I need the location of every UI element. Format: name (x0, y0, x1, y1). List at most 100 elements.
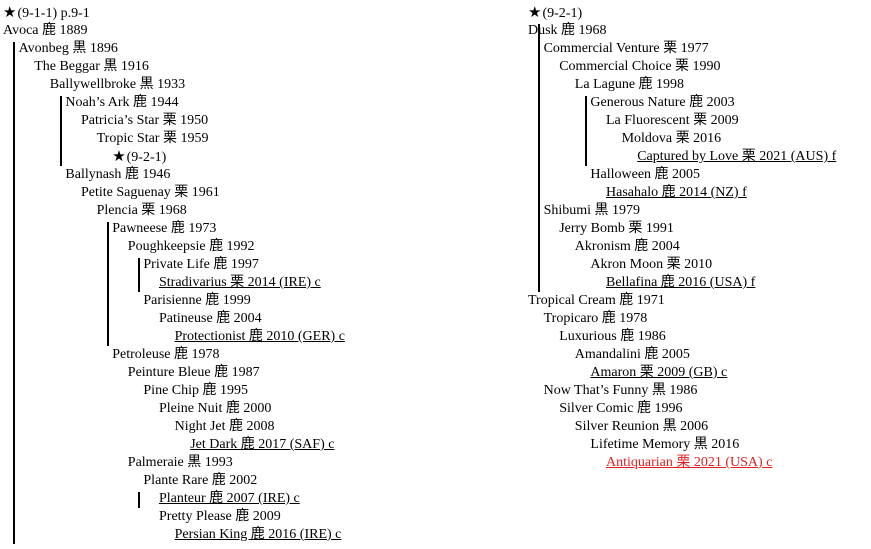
entry-text: Luxurious 鹿 1986 (559, 329, 666, 344)
pedigree-entry-ballywellbroke-1933: Ballywellbroke 黒 1933 (50, 76, 185, 94)
entry-text: Pine Chip 鹿 1995 (143, 383, 249, 398)
pedigree-entry-generous-nature-2003: Generous Nature 鹿 2003 (590, 94, 734, 112)
entry-text: Tropical Cream 鹿 1971 (528, 293, 665, 308)
entry-text: Amandalini 鹿 2005 (574, 347, 690, 362)
entry-text: Petite Saguenay 栗 1961 (81, 185, 220, 200)
entry-text: Antiquarian 栗 2021 (USA) c (606, 455, 773, 470)
pedigree-branch-line (137, 258, 140, 292)
entry-text: Jet Dark 鹿 2017 (SAF) c (190, 437, 335, 452)
pedigree-entry-now-that-s-funny-1986: Now That’s Funny 黒 1986 (544, 382, 698, 400)
entry-text: Tropicaro 鹿 1978 (543, 311, 648, 326)
pedigree-entry-pawneese-1973: Pawneese 鹿 1973 (112, 220, 216, 238)
pedigree-entry-pine-chip-1995: Pine Chip 鹿 1995 (143, 382, 248, 400)
pedigree-entry-pretty-please-2009: Pretty Please 鹿 2009 (159, 508, 281, 526)
pedigree-branch-line (106, 222, 109, 346)
pedigree-entry-tropic-star-1959: Tropic Star 栗 1959 (97, 130, 209, 148)
star-icon: ★ (112, 149, 126, 165)
entry-text: Halloween 鹿 2005 (590, 167, 701, 182)
pedigree-entry-amaron-2009-gb-c: Amaron 栗 2009 (GB) c (590, 364, 727, 382)
pedigree-entry-halloween-2005: Halloween 鹿 2005 (590, 166, 700, 184)
entry-text: Planteur 鹿 2007 (IRE) c (159, 491, 300, 506)
entry-text: (9-2-1) (542, 6, 583, 21)
entry-text: Avoca 鹿 1889 (3, 23, 88, 38)
pedigree-entry-la-lagune-1998: La Lagune 鹿 1998 (575, 76, 684, 94)
entry-text: La Fluorescent 栗 2009 (606, 113, 739, 128)
pedigree-entry-plencia-1968: Plencia 栗 1968 (97, 202, 187, 220)
entry-text: Bellafina 鹿 2016 (USA) f (606, 275, 756, 290)
pedigree-entry-tropicaro-1978: Tropicaro 鹿 1978 (544, 310, 648, 328)
pedigree-entry-dusk-1968: Dusk 鹿 1968 (528, 22, 607, 40)
entry-text: (9-2-1) (126, 150, 167, 165)
entry-text: Generous Nature 鹿 2003 (590, 95, 735, 110)
entry-text: Shibumi 黒 1979 (543, 203, 641, 218)
pedigree-branch-line (538, 24, 540, 292)
pedigree-entry-silver-reunion-2006: Silver Reunion 黒 2006 (575, 418, 708, 436)
star-icon: ★ (528, 5, 542, 21)
entry-text: Commercial Venture 栗 1977 (543, 41, 709, 56)
entry-text: Amaron 栗 2009 (GB) c (590, 365, 728, 380)
pedigree-entry-9-2-1: ★(9-2-1) (528, 4, 582, 22)
star-icon: ★ (3, 5, 17, 21)
pedigree-entry-tropical-cream-1971: Tropical Cream 鹿 1971 (528, 292, 665, 310)
pedigree-entry-lifetime-memory-2016: Lifetime Memory 黒 2016 (590, 436, 739, 454)
pedigree-entry-protectionist-2010-ger-c: Protectionist 鹿 2010 (GER) c (175, 328, 345, 346)
entry-text: Pawneese 鹿 1973 (112, 221, 217, 236)
pedigree-entry-jerry-bomb-1991: Jerry Bomb 栗 1991 (559, 220, 674, 238)
pedigree-entry-noah-s-ark-1944: Noah’s Ark 鹿 1944 (65, 94, 178, 112)
pedigree-entry-silver-comic-1996: Silver Comic 鹿 1996 (559, 400, 682, 418)
entry-text: Dusk 鹿 1968 (528, 23, 607, 38)
pedigree-entry-shibumi-1979: Shibumi 黒 1979 (544, 202, 640, 220)
pedigree-entry-hasahalo-2014-nz-f: Hasahalo 鹿 2014 (NZ) f (606, 184, 747, 202)
pedigree-entry-peinture-bleue-1987: Peinture Bleue 鹿 1987 (128, 364, 260, 382)
entry-text: (9-1-1) p.9-1 (17, 6, 90, 21)
entry-text: Hasahalo 鹿 2014 (NZ) f (606, 185, 747, 200)
entry-text: The Beggar 黒 1916 (34, 59, 149, 74)
pedigree-branch-line (137, 492, 140, 508)
pedigree-entry-poughkeepsie-1992: Poughkeepsie 鹿 1992 (128, 238, 255, 256)
entry-text: Akron Moon 栗 2010 (590, 257, 713, 272)
entry-text: Plante Rare 鹿 2002 (143, 473, 258, 488)
pedigree-entry-stradivarius-2014-ire-c: Stradivarius 栗 2014 (IRE) c (159, 274, 321, 292)
pedigree-entry-night-jet-2008: Night Jet 鹿 2008 (175, 418, 275, 436)
entry-text: Plencia 栗 1968 (96, 203, 187, 218)
entry-text: Protectionist 鹿 2010 (GER) c (174, 329, 345, 344)
pedigree-entry-persian-king-2016-ire-c: Persian King 鹿 2016 (IRE) c (175, 526, 342, 544)
pedigree-entry-the-beggar-1916: The Beggar 黒 1916 (34, 58, 149, 76)
pedigree-entry-akron-moon-2010: Akron Moon 栗 2010 (590, 256, 712, 274)
pedigree-entry-la-fluorescent-2009: La Fluorescent 栗 2009 (606, 112, 739, 130)
entry-text: Silver Reunion 黒 2006 (574, 419, 709, 434)
entry-text: Palmeraie 黒 1993 (127, 455, 233, 470)
pedigree-entry-pleine-nuit-2000: Pleine Nuit 鹿 2000 (159, 400, 271, 418)
entry-text: Persian King 鹿 2016 (IRE) c (174, 527, 342, 542)
entry-text: Lifetime Memory 黒 2016 (590, 437, 740, 452)
pedigree-entry-plante-rare-2002: Plante Rare 鹿 2002 (143, 472, 257, 490)
entry-text: Parisienne 鹿 1999 (143, 293, 251, 308)
pedigree-entry-luxurious-1986: Luxurious 鹿 1986 (559, 328, 666, 346)
pedigree-entry-9-2-1: ★(9-2-1) (112, 148, 166, 166)
pedigree-entry-antiquarian-2021-usa-c: Antiquarian 栗 2021 (USA) c (606, 454, 772, 472)
pedigree-entry-commercial-venture-1977: Commercial Venture 栗 1977 (544, 40, 709, 58)
pedigree-entry-avoca-1889: Avoca 鹿 1889 (3, 22, 88, 40)
entry-text: Now That’s Funny 黒 1986 (543, 383, 698, 398)
pedigree-entry-captured-by-love-2021-aus-f: Captured by Love 栗 2021 (AUS) f (637, 148, 836, 166)
entry-text: Stradivarius 栗 2014 (IRE) c (159, 275, 321, 290)
entry-text: Ballynash 鹿 1946 (65, 167, 171, 182)
pedigree-entry-petite-saguenay-1961: Petite Saguenay 栗 1961 (81, 184, 220, 202)
pedigree-entry-bellafina-2016-usa-f: Bellafina 鹿 2016 (USA) f (606, 274, 755, 292)
entry-text: Akronism 鹿 2004 (574, 239, 680, 254)
entry-text: Poughkeepsie 鹿 1992 (127, 239, 255, 254)
entry-text: La Lagune 鹿 1998 (574, 77, 685, 92)
pedigree-entry-avonbeg-1896: Avonbeg 黒 1896 (19, 40, 118, 58)
entry-text: Peinture Bleue 鹿 1987 (127, 365, 260, 380)
pedigree-entry-jet-dark-2017-saf-c: Jet Dark 鹿 2017 (SAF) c (190, 436, 334, 454)
entry-text: Pretty Please 鹿 2009 (159, 509, 281, 524)
pedigree-entry-patricia-s-star-1950: Patricia’s Star 栗 1950 (81, 112, 208, 130)
entry-text: Petroleuse 鹿 1978 (112, 347, 220, 362)
entry-text: Commercial Choice 栗 1990 (559, 59, 721, 74)
entry-text: Moldova 栗 2016 (621, 131, 722, 146)
pedigree-branch-line (13, 42, 15, 544)
pedigree-entry-commercial-choice-1990: Commercial Choice 栗 1990 (559, 58, 720, 76)
pedigree-entry-planteur-2007-ire-c: Planteur 鹿 2007 (IRE) c (159, 490, 300, 508)
entry-text: Pleine Nuit 鹿 2000 (159, 401, 272, 416)
entry-text: Patineuse 鹿 2004 (159, 311, 262, 326)
